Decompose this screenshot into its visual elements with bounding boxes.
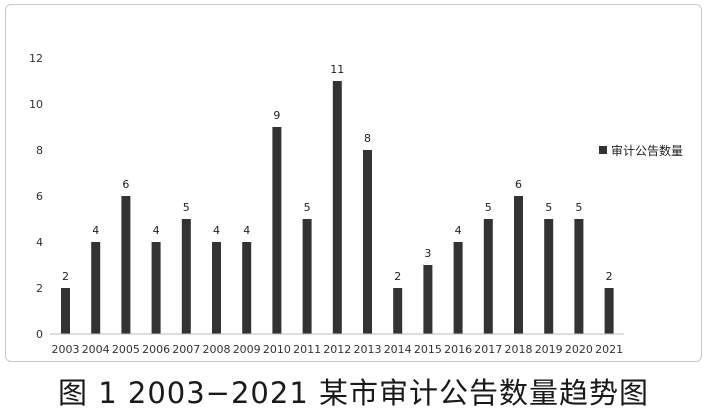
bar bbox=[604, 288, 614, 334]
bar bbox=[544, 219, 554, 334]
bar bbox=[483, 219, 493, 334]
data-label: 3 bbox=[424, 247, 431, 260]
x-tick-label: 2004 bbox=[82, 343, 110, 356]
x-tick-label: 2010 bbox=[263, 343, 291, 356]
x-tick-label: 2005 bbox=[112, 343, 140, 356]
x-tick-label: 2021 bbox=[595, 343, 623, 356]
y-tick-label: 4 bbox=[36, 236, 43, 249]
x-tick-label: 2012 bbox=[323, 343, 351, 356]
y-tick-label: 2 bbox=[36, 282, 43, 295]
y-tick-label: 0 bbox=[36, 328, 43, 341]
y-axis-ticks: 0 2 4 6 8 10 12 bbox=[29, 52, 43, 341]
bar bbox=[181, 219, 191, 334]
x-axis-ticks: 2003 2004 2005 2006 2007 2008 2009 2010 2011 2012… bbox=[52, 343, 624, 356]
data-label: 5 bbox=[304, 201, 311, 214]
data-label: 2 bbox=[394, 270, 401, 283]
bar bbox=[393, 288, 403, 334]
x-tick-label: 2006 bbox=[142, 343, 170, 356]
data-label: 4 bbox=[92, 224, 99, 237]
bar bbox=[363, 150, 372, 334]
legend: 审计公告数量 bbox=[599, 143, 683, 158]
legend-label: 审计公告数量 bbox=[611, 143, 683, 158]
bars bbox=[61, 81, 614, 334]
data-label: 5 bbox=[575, 201, 582, 214]
bar bbox=[91, 242, 101, 334]
data-label: 8 bbox=[364, 132, 371, 145]
x-tick-label: 2003 bbox=[52, 343, 80, 356]
bar bbox=[302, 219, 312, 334]
data-labels: 2 4 6 4 5 4 4 9 5 11 8 2 3 4 5 6 5 5 2 bbox=[62, 63, 613, 283]
x-tick-label: 2017 bbox=[474, 343, 502, 356]
chart-frame bbox=[5, 4, 702, 362]
bar bbox=[423, 265, 433, 334]
x-tick-label: 2018 bbox=[505, 343, 533, 356]
x-tick-label: 2019 bbox=[535, 343, 563, 356]
data-label: 11 bbox=[330, 63, 344, 76]
bar bbox=[272, 127, 282, 334]
data-label: 4 bbox=[243, 224, 250, 237]
data-label: 4 bbox=[213, 224, 220, 237]
bar bbox=[574, 219, 584, 334]
x-tick-label: 2015 bbox=[414, 343, 442, 356]
bar bbox=[212, 242, 221, 334]
data-label: 5 bbox=[183, 201, 190, 214]
figure-caption: 图 1 2003−2021 某市审计公告数量趋势图 bbox=[57, 376, 649, 410]
y-tick-label: 6 bbox=[36, 190, 43, 203]
x-tick-label: 2020 bbox=[565, 343, 593, 356]
x-tick-label: 2009 bbox=[233, 343, 261, 356]
bar bbox=[242, 242, 252, 334]
x-tick-label: 2007 bbox=[172, 343, 200, 356]
data-label: 6 bbox=[122, 178, 129, 191]
x-tick-label: 2014 bbox=[384, 343, 412, 356]
data-label: 6 bbox=[515, 178, 522, 191]
y-tick-label: 8 bbox=[36, 144, 43, 157]
y-tick-label: 10 bbox=[29, 98, 43, 111]
data-label: 5 bbox=[485, 201, 492, 214]
bar bbox=[332, 81, 342, 334]
data-label: 4 bbox=[153, 224, 160, 237]
y-tick-label: 12 bbox=[29, 52, 43, 65]
x-tick-label: 2016 bbox=[444, 343, 472, 356]
x-tick-label: 2008 bbox=[203, 343, 231, 356]
bar bbox=[514, 196, 523, 334]
data-label: 9 bbox=[273, 109, 280, 122]
data-label: 2 bbox=[606, 270, 613, 283]
bar bbox=[453, 242, 463, 334]
x-tick-label: 2013 bbox=[354, 343, 382, 356]
legend-swatch bbox=[599, 146, 607, 154]
bar bbox=[61, 288, 70, 334]
data-label: 5 bbox=[545, 201, 552, 214]
bar bbox=[121, 196, 131, 334]
x-tick-label: 2011 bbox=[293, 343, 321, 356]
bar bbox=[151, 242, 161, 334]
data-label: 2 bbox=[62, 270, 69, 283]
data-label: 4 bbox=[455, 224, 462, 237]
